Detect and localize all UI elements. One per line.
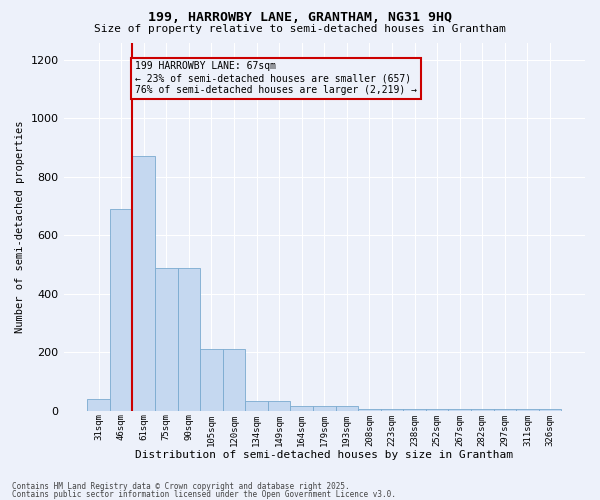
Bar	[358, 410, 381, 411]
Bar	[223, 350, 245, 411]
Bar	[133, 156, 155, 411]
X-axis label: Distribution of semi-detached houses by size in Grantham: Distribution of semi-detached houses by …	[135, 450, 513, 460]
Bar	[290, 406, 313, 411]
Text: 199 HARROWBY LANE: 67sqm
← 23% of semi-detached houses are smaller (657)
76% of : 199 HARROWBY LANE: 67sqm ← 23% of semi-d…	[134, 62, 416, 94]
Bar	[313, 406, 335, 411]
Text: Size of property relative to semi-detached houses in Grantham: Size of property relative to semi-detach…	[94, 24, 506, 34]
Bar	[268, 400, 290, 411]
Y-axis label: Number of semi-detached properties: Number of semi-detached properties	[15, 120, 25, 333]
Bar	[494, 410, 516, 411]
Bar	[403, 410, 426, 411]
Bar	[87, 399, 110, 411]
Text: Contains public sector information licensed under the Open Government Licence v3: Contains public sector information licen…	[12, 490, 396, 499]
Bar	[110, 209, 133, 411]
Bar	[155, 268, 178, 411]
Bar	[471, 410, 494, 411]
Bar	[539, 410, 561, 411]
Text: Contains HM Land Registry data © Crown copyright and database right 2025.: Contains HM Land Registry data © Crown c…	[12, 482, 350, 491]
Bar	[381, 410, 403, 411]
Bar	[426, 410, 448, 411]
Bar	[516, 410, 539, 411]
Bar	[200, 350, 223, 411]
Text: 199, HARROWBY LANE, GRANTHAM, NG31 9HQ: 199, HARROWBY LANE, GRANTHAM, NG31 9HQ	[148, 11, 452, 24]
Bar	[178, 268, 200, 411]
Bar	[448, 410, 471, 411]
Bar	[245, 400, 268, 411]
Bar	[335, 406, 358, 411]
